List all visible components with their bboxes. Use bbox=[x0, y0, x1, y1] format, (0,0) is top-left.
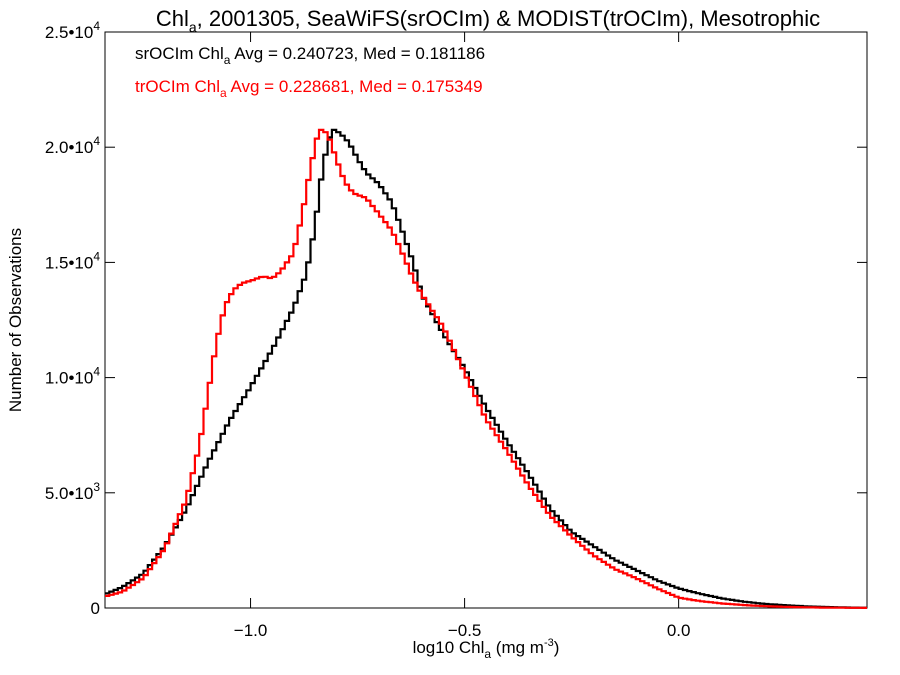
x-tick-label: 0.0 bbox=[667, 621, 691, 640]
y-tick-label: 1.5•104 bbox=[45, 249, 101, 272]
y-tick-label: 5.0•103 bbox=[45, 480, 101, 503]
series-line-1 bbox=[105, 128, 867, 609]
y-axis-title: Number of Observations bbox=[6, 228, 25, 412]
x-axis-title: log10 Chla (mg m-3) bbox=[413, 637, 560, 661]
chart-title: Chla, 2001305, SeaWiFS(srOCIm) & MODIST(… bbox=[156, 6, 820, 35]
plot-frame bbox=[104, 31, 868, 609]
annotation-troclm: trOCIm Chla Avg = 0.228681, Med = 0.1753… bbox=[135, 77, 483, 100]
x-tick-label: −1.0 bbox=[234, 621, 268, 640]
y-tick-label: 0 bbox=[91, 599, 100, 618]
series-line-0 bbox=[105, 128, 867, 609]
annotation-sroclm: srOCIm Chla Avg = 0.240723, Med = 0.1811… bbox=[135, 44, 485, 67]
y-tick-label: 2.0•104 bbox=[45, 134, 101, 157]
y-tick-label: 2.5•104 bbox=[45, 19, 101, 42]
y-tick-label: 1.0•104 bbox=[45, 365, 101, 388]
x-tick-label: −0.5 bbox=[448, 621, 482, 640]
series-layer bbox=[105, 128, 867, 609]
axis-ticks: −1.0 −0.5 0.0 0 5.0•103 1.0•104 1.5•104 2.0•104… bbox=[45, 19, 867, 640]
